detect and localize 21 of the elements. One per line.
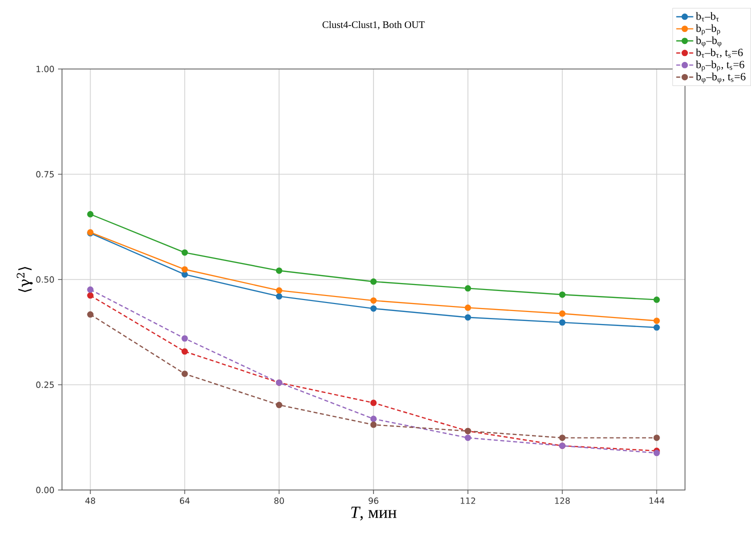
legend-label: b$_{τ}$–b$_{τ}$	[696, 12, 719, 22]
x-tick-label: 64	[180, 498, 190, 504]
x-tick-label: 112	[460, 498, 476, 504]
legend-label: b$_{τ}$–b$_{τ}$, t$_{s}$=6	[696, 48, 743, 58]
y-tick-label: 0.00	[36, 486, 54, 494]
legend-label: b$_{ρ}$–b$_{ρ}$	[696, 24, 720, 36]
y-tick-label: 0.75	[36, 171, 54, 178]
x-tick-label: 96	[368, 498, 378, 504]
y-tick-label: 1.00	[36, 66, 54, 72]
legend-label: b$_{ρ}$–b$_{ρ}$, t$_{s}$=6	[696, 60, 744, 72]
y-axis-title: ⟨γ$^{2}$⟩	[16, 266, 33, 292]
y-tick-label: 0.50	[36, 276, 54, 283]
x-tick-label: 48	[85, 498, 96, 504]
x-tick-label: 144	[650, 498, 664, 504]
legend-label: b$_{φ}$–b$_{φ}$, t$_{s}$=6	[696, 72, 746, 84]
x-tick-label: 128	[555, 498, 570, 504]
chart-title: Clust4-Clust1, Both OUT	[322, 21, 425, 30]
x-tick-label: 80	[274, 498, 284, 504]
legend-label: b$_{φ}$–b$_{φ}$	[696, 36, 722, 48]
x-axis-title: T, мин	[351, 506, 396, 520]
y-tick-label: 0.25	[36, 382, 54, 388]
